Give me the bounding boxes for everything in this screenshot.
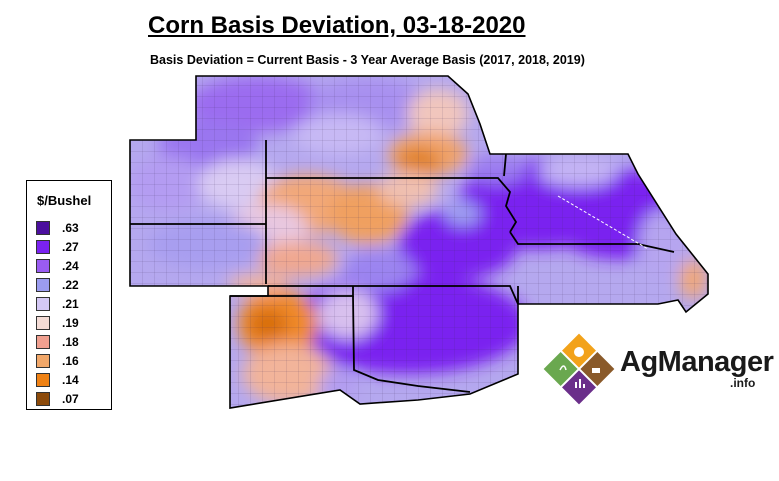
logo-name: AgManager [620, 346, 774, 378]
legend-swatch [36, 221, 50, 235]
legend-label: .14 [62, 373, 79, 387]
logo-suffix: .info [730, 376, 756, 390]
legend-label: .24 [62, 259, 79, 273]
basis-deviation-map [129, 75, 709, 409]
legend-title: $/Bushel [37, 193, 92, 208]
legend-label: .21 [62, 297, 79, 311]
map-subtitle: Basis Deviation = Current Basis - 3 Year… [150, 53, 585, 67]
legend-label: .27 [62, 240, 79, 254]
legend-label: .16 [62, 354, 79, 368]
legend-swatch [36, 392, 50, 406]
legend-swatch [36, 297, 50, 311]
agmanager-diamond-icon [543, 333, 615, 405]
legend-swatch [36, 354, 50, 368]
legend: $/Bushel .63 .27 .24 .22 .21 .19 .18 .16… [26, 180, 112, 410]
legend-swatch [36, 335, 50, 349]
legend-swatch [36, 373, 50, 387]
legend-label: .22 [62, 278, 79, 292]
legend-label: .18 [62, 335, 79, 349]
legend-swatch [36, 240, 50, 254]
legend-swatch [36, 316, 50, 330]
legend-label: .63 [62, 221, 79, 235]
legend-label: .19 [62, 316, 79, 330]
legend-swatch [36, 259, 50, 273]
legend-label: .07 [62, 392, 79, 406]
agmanager-logo: AgManager .info [540, 330, 774, 410]
map-title: Corn Basis Deviation, 03-18-2020 [148, 12, 526, 39]
legend-swatch [36, 278, 50, 292]
